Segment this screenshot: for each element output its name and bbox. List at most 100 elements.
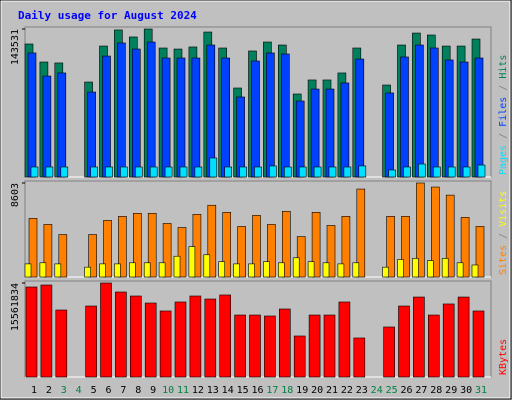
bar bbox=[400, 56, 409, 178]
bar bbox=[84, 266, 91, 278]
bar bbox=[356, 188, 366, 278]
bar bbox=[164, 166, 173, 178]
x-tick-label: 17 bbox=[266, 385, 278, 396]
bar bbox=[388, 169, 396, 178]
legend-separator: / bbox=[498, 227, 509, 245]
bar bbox=[158, 262, 166, 278]
y-max-label: 8603 bbox=[10, 183, 21, 207]
x-tick-label: 6 bbox=[105, 385, 111, 396]
bar bbox=[322, 262, 330, 278]
bar bbox=[307, 261, 315, 278]
bar bbox=[283, 166, 292, 178]
bar bbox=[40, 284, 53, 378]
bar bbox=[444, 59, 454, 178]
bar bbox=[100, 282, 112, 378]
bar bbox=[25, 286, 38, 378]
bar bbox=[460, 217, 470, 278]
bar bbox=[340, 82, 350, 178]
bar bbox=[341, 216, 351, 278]
x-tick-label: 31 bbox=[475, 385, 487, 396]
bar bbox=[474, 57, 484, 178]
x-tick-label: 30 bbox=[460, 385, 472, 396]
bar bbox=[471, 264, 479, 278]
legend-entry: Sites bbox=[498, 245, 509, 275]
bar bbox=[295, 100, 305, 178]
bar bbox=[57, 72, 67, 178]
bar bbox=[30, 166, 39, 178]
bar bbox=[456, 262, 464, 278]
bar bbox=[328, 166, 337, 178]
bar bbox=[58, 234, 68, 278]
bar bbox=[114, 263, 121, 278]
bar bbox=[477, 164, 486, 178]
y-max-label: 143531 bbox=[10, 29, 21, 65]
bar bbox=[54, 263, 62, 278]
chart-title: Daily usage for August 2024 bbox=[18, 9, 197, 22]
bar bbox=[239, 166, 247, 178]
bar bbox=[441, 258, 449, 278]
bar bbox=[133, 213, 142, 278]
bar bbox=[147, 213, 157, 278]
bar bbox=[129, 262, 136, 278]
bar bbox=[313, 166, 322, 178]
bar bbox=[237, 226, 246, 278]
bar bbox=[432, 166, 441, 178]
bar bbox=[194, 166, 203, 178]
x-tick-label: 15 bbox=[237, 385, 249, 396]
legend: Sites / Visits bbox=[498, 191, 509, 275]
bar bbox=[430, 186, 440, 278]
bar bbox=[117, 42, 126, 178]
bar bbox=[99, 263, 106, 278]
bar bbox=[296, 236, 306, 278]
x-tick-label: 26 bbox=[400, 385, 412, 396]
bar bbox=[42, 75, 52, 178]
bar bbox=[462, 166, 471, 178]
bar bbox=[457, 296, 470, 378]
bar bbox=[383, 326, 395, 378]
bar bbox=[310, 88, 320, 178]
bar bbox=[278, 308, 291, 378]
bar bbox=[85, 305, 97, 378]
x-tick-label: 28 bbox=[430, 385, 442, 396]
x-tick-label: 29 bbox=[445, 385, 457, 396]
bar bbox=[45, 166, 54, 178]
bar bbox=[204, 298, 217, 378]
bar bbox=[263, 261, 270, 278]
bar bbox=[252, 215, 261, 278]
bar bbox=[426, 260, 434, 278]
bar bbox=[132, 48, 141, 178]
bar bbox=[60, 166, 69, 178]
bar bbox=[472, 310, 485, 378]
bar bbox=[308, 314, 321, 378]
x-tick-label: 2 bbox=[46, 385, 52, 396]
bar bbox=[248, 263, 255, 278]
bar bbox=[293, 335, 306, 378]
bar bbox=[27, 52, 37, 178]
bar bbox=[445, 194, 455, 278]
legend-entry: KBytes bbox=[498, 339, 509, 375]
bar bbox=[130, 295, 142, 378]
x-tick-label: 8 bbox=[135, 385, 141, 396]
bar bbox=[429, 47, 439, 178]
bar bbox=[292, 257, 300, 278]
x-tick-label: 5 bbox=[91, 385, 97, 396]
legend-separator: / bbox=[498, 127, 509, 145]
bar bbox=[102, 55, 111, 178]
x-tick-label: 4 bbox=[76, 385, 82, 396]
bar bbox=[159, 310, 172, 378]
bar bbox=[174, 301, 187, 378]
x-tick-label: 25 bbox=[386, 385, 398, 396]
bar bbox=[403, 166, 411, 178]
bar bbox=[343, 166, 352, 178]
bar bbox=[323, 314, 336, 378]
legend-entry: Files bbox=[498, 97, 509, 127]
x-tick-label: 14 bbox=[222, 385, 234, 396]
bar bbox=[55, 309, 68, 378]
bar bbox=[415, 44, 424, 178]
bar bbox=[475, 226, 485, 278]
bar bbox=[146, 41, 156, 178]
bar bbox=[249, 314, 261, 378]
bar bbox=[442, 303, 455, 378]
bar bbox=[90, 166, 98, 178]
